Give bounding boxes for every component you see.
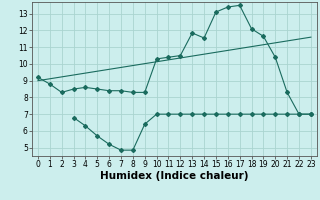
X-axis label: Humidex (Indice chaleur): Humidex (Indice chaleur)	[100, 171, 249, 181]
